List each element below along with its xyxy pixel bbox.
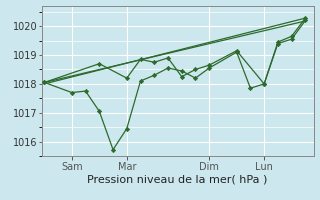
X-axis label: Pression niveau de la mer( hPa ): Pression niveau de la mer( hPa ): [87, 174, 268, 184]
